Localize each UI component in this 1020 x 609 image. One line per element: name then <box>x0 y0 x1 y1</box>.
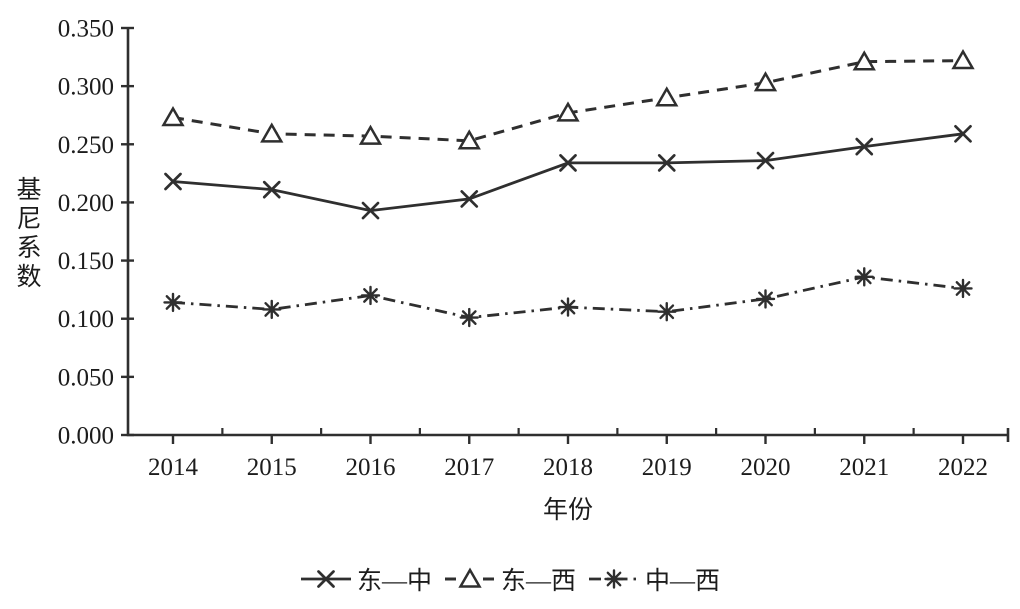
marker-asterisk-icon <box>262 299 282 320</box>
x-tick-label: 2019 <box>642 454 692 481</box>
marker-triangle-icon <box>358 124 383 145</box>
marker-triangle-icon <box>457 129 481 150</box>
legend-item-2: 东—西 <box>444 561 576 597</box>
marker-asterisk-icon <box>854 267 874 287</box>
x-tick-label: 2018 <box>543 454 593 481</box>
legend: 东—中 东—西 中—西 <box>0 561 1020 597</box>
y-tick-label: 0.050 <box>58 364 114 391</box>
marker-triangle-icon <box>852 50 876 71</box>
legend-item-3: 中—西 <box>588 561 720 597</box>
x-tick-label: 2022 <box>938 454 988 481</box>
marker-asterisk-icon <box>163 292 183 313</box>
x-tick-label: 2016 <box>346 454 396 481</box>
marker-triangle-icon <box>556 101 580 122</box>
y-tick-label: 0.000 <box>58 423 114 450</box>
marker-x-icon <box>317 570 335 588</box>
y-axis-title: 基尼系数 <box>13 176 40 292</box>
y-tick-label: 0.200 <box>58 190 114 217</box>
marker-asterisk-icon <box>755 289 776 309</box>
legend-swatch-triangle-icon <box>444 567 495 588</box>
marker-asterisk-icon <box>657 302 677 322</box>
legend-label: 东—西 <box>500 568 576 595</box>
marker-x-icon <box>460 190 479 208</box>
marker-triangle-icon <box>951 49 975 70</box>
legend-label: 中—西 <box>645 568 721 595</box>
marker-triangle-icon <box>161 106 185 127</box>
marker-asterisk-icon <box>604 569 624 589</box>
series-line-2 <box>172 59 964 143</box>
marker-x-icon <box>262 180 281 199</box>
y-tick-label: 0.150 <box>58 248 114 275</box>
marker-x-icon <box>657 154 676 172</box>
legend-swatch-x-icon <box>300 570 351 588</box>
x-axis-title: 年份 <box>542 497 593 524</box>
marker-x-icon <box>954 124 972 143</box>
y-tick-label: 0.250 <box>58 132 114 159</box>
marker-x-icon <box>164 172 182 191</box>
x-tick-label: 2014 <box>148 454 199 481</box>
y-tick-label: 0.100 <box>58 306 114 333</box>
series-line-1 <box>172 132 964 213</box>
marker-asterisk-icon <box>558 297 578 317</box>
marker-asterisk-icon <box>953 278 973 299</box>
x-tick-label: 2015 <box>247 454 297 481</box>
marker-triangle-icon <box>260 122 284 143</box>
legend-label: 东—中 <box>356 568 432 595</box>
marker-asterisk-icon <box>360 285 381 306</box>
marker-x-icon <box>559 154 577 172</box>
marker-x-icon <box>361 201 380 220</box>
marker-asterisk-icon <box>459 307 479 328</box>
legend-item-1: 东—中 <box>300 561 432 597</box>
y-tick-label: 0.350 <box>58 16 114 43</box>
legend-swatch-asterisk-icon <box>589 569 639 589</box>
marker-triangle-icon <box>655 86 679 107</box>
marker-triangle-icon <box>753 71 778 92</box>
x-tick-label: 2021 <box>839 454 889 481</box>
marker-triangle-icon <box>458 567 482 588</box>
marker-x-icon <box>855 137 874 156</box>
marker-x-icon <box>756 151 775 170</box>
x-tick-label: 2017 <box>444 454 494 481</box>
axis-lines <box>126 28 1008 437</box>
y-tick-label: 0.300 <box>58 74 114 101</box>
x-tick-label: 2020 <box>741 454 791 481</box>
